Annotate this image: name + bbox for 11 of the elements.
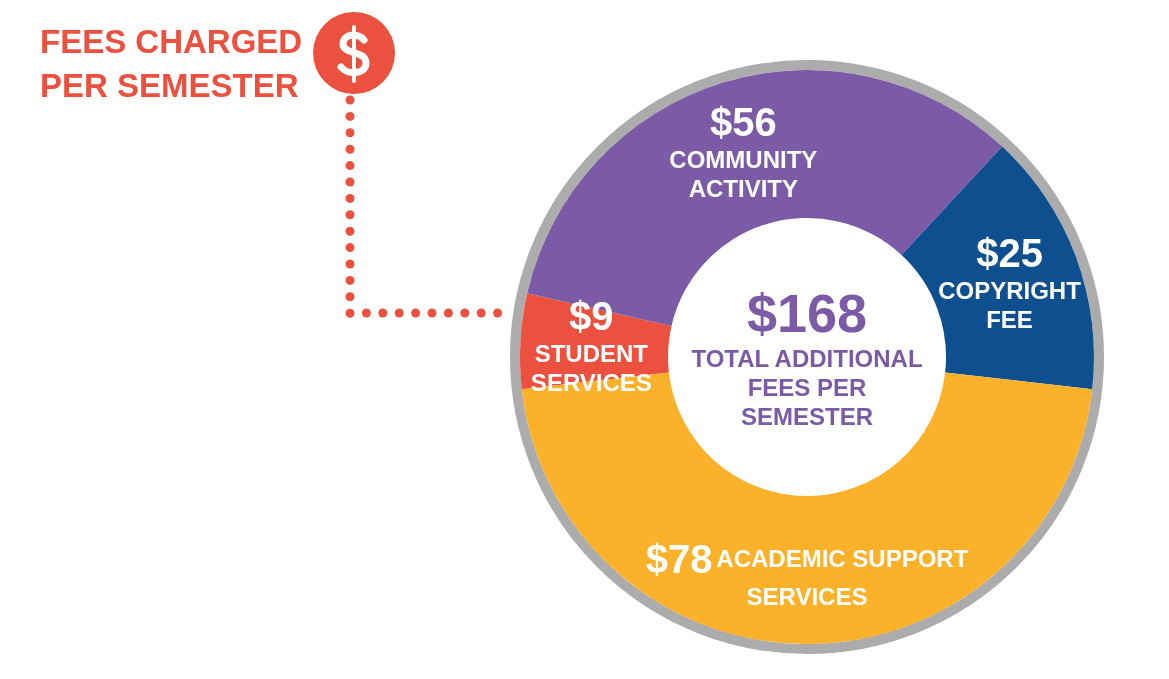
data-label: $25: [976, 230, 1043, 275]
data-label: $78: [645, 536, 713, 581]
slice-label: ACADEMIC SUPPORT SERVICES: [716, 545, 969, 610]
slice-label: STUDENT SERVICES: [530, 339, 652, 396]
text: $168: [746, 283, 868, 343]
slice-label: COMMUNITY ACTIVITY: [669, 145, 818, 202]
data-label: $9: [569, 293, 614, 338]
data-label: $56: [709, 99, 777, 144]
text: FEES CHARGED PER SEMESTER: [40, 22, 303, 104]
slice-label: COPYRIGHT FEE: [938, 276, 1082, 333]
text: TOTAL ADDITIONAL FEES PER SEMESTER: [691, 344, 923, 430]
